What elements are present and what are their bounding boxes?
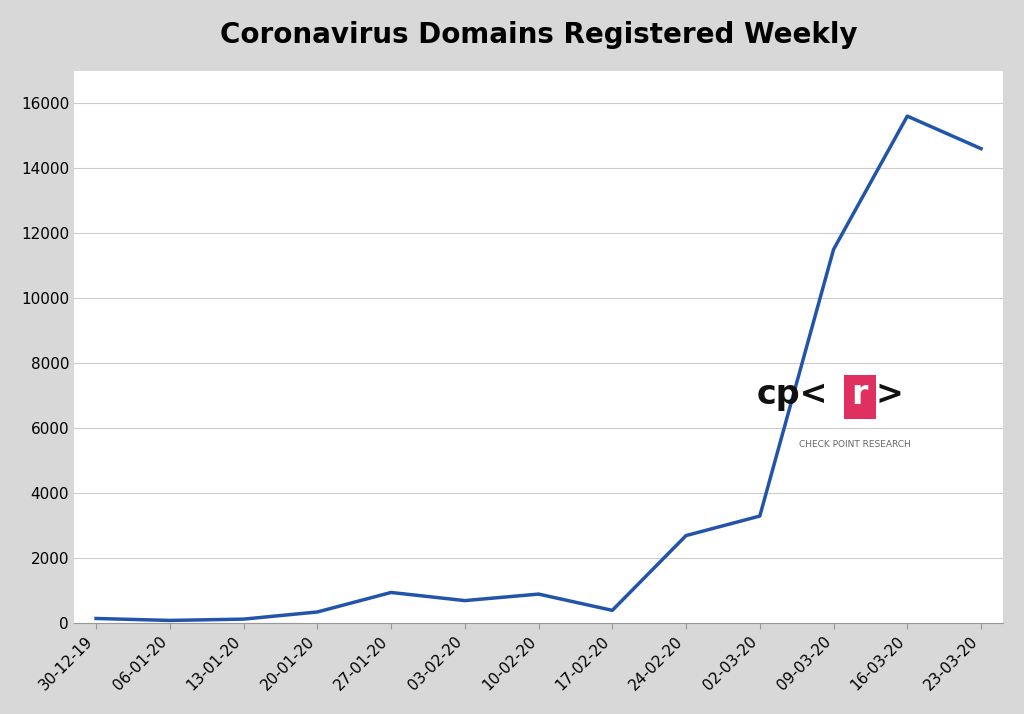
Title: Coronavirus Domains Registered Weekly: Coronavirus Domains Registered Weekly (220, 21, 857, 49)
Text: r: r (852, 378, 868, 411)
Text: >: > (876, 378, 903, 411)
Text: CHECK POINT RESEARCH: CHECK POINT RESEARCH (799, 441, 911, 450)
FancyBboxPatch shape (844, 375, 876, 419)
Text: cp<: cp< (757, 378, 828, 411)
